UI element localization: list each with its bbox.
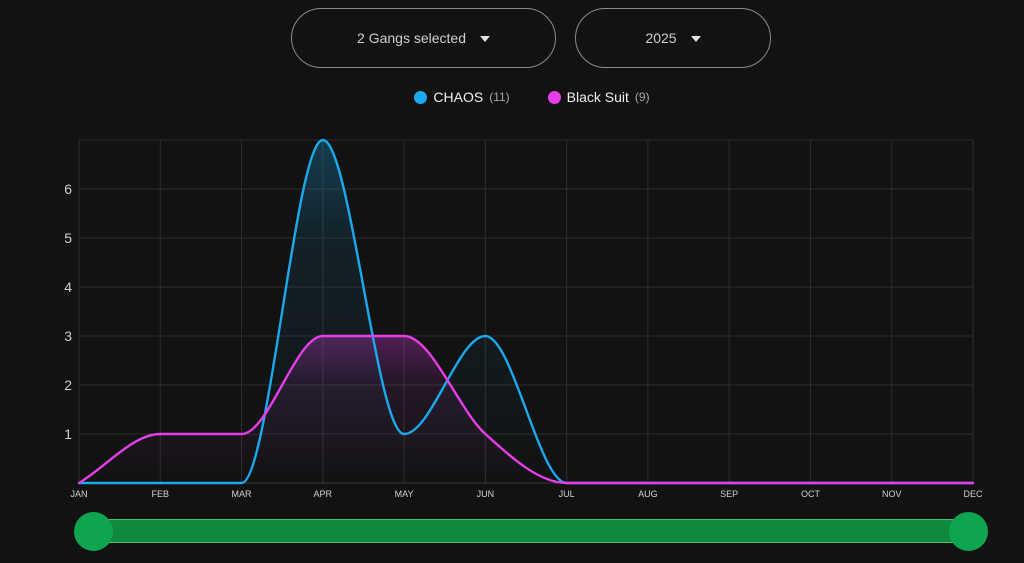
x-tick-label: JUN: [477, 489, 495, 499]
x-tick-label: NOV: [882, 489, 902, 499]
chevron-down-icon: [479, 35, 490, 42]
legend-label: Black Suit: [566, 89, 629, 105]
series-line-black-suit[interactable]: [77, 334, 975, 485]
x-tick-label: MAY: [395, 489, 414, 499]
y-tick-label: 3: [64, 328, 72, 344]
x-tick-label: MAR: [232, 489, 253, 499]
x-tick-label: JUL: [559, 489, 575, 499]
year-select-dropdown[interactable]: 2025: [575, 8, 771, 68]
series-lines: [77, 138, 975, 485]
legend-count: (9): [634, 90, 650, 104]
area-fill-chaos: [79, 140, 973, 483]
slider-handle-start[interactable]: [74, 512, 113, 551]
y-tick-label: 6: [64, 181, 72, 197]
slider-handle-end[interactable]: [949, 512, 988, 551]
x-tick-label: DEC: [963, 489, 983, 499]
legend-item-chaos[interactable]: CHAOS (11): [414, 89, 510, 105]
legend-dot-icon: [414, 90, 428, 104]
chart-legend: CHAOS (11) Black Suit (9): [0, 89, 1024, 105]
x-tick-label: OCT: [801, 489, 821, 499]
gang-select-label: 2 Gangs selected: [357, 30, 466, 46]
legend-count: (11): [489, 90, 510, 104]
legend-item-black-suit[interactable]: Black Suit (9): [547, 89, 650, 105]
chevron-down-icon: [690, 35, 701, 42]
legend-dot-icon: [547, 90, 561, 104]
x-tick-label: SEP: [720, 489, 738, 499]
y-tick-label: 1: [64, 426, 72, 442]
x-tick-label: JAN: [70, 489, 87, 499]
gang-select-dropdown[interactable]: 2 Gangs selected: [291, 8, 556, 68]
y-tick-label: 2: [64, 377, 72, 393]
x-tick-label: FEB: [152, 489, 170, 499]
x-tick-label: AUG: [638, 489, 658, 499]
date-range-slider[interactable]: [74, 512, 988, 552]
slider-track[interactable]: [92, 519, 970, 543]
y-tick-label: 5: [64, 230, 72, 246]
year-select-label: 2025: [645, 30, 677, 46]
y-tick-label: 4: [64, 279, 72, 295]
series-fills: [79, 140, 973, 483]
legend-label: CHAOS: [433, 89, 484, 105]
x-tick-label: APR: [314, 489, 333, 499]
